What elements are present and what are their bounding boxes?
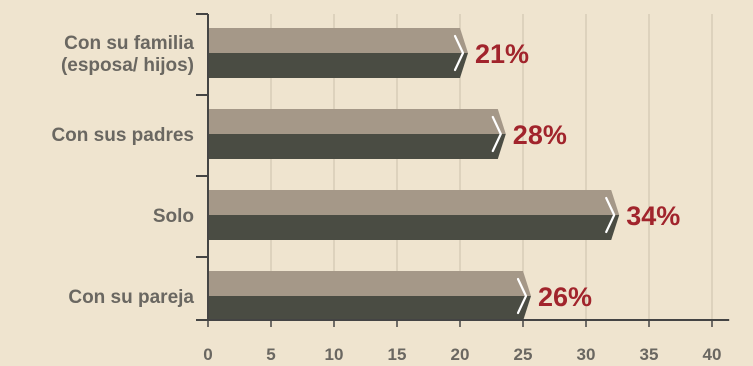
x-tick-label-15: 15	[388, 345, 407, 364]
bar-bottom-1	[208, 134, 506, 159]
x-tick-label-0: 0	[203, 345, 212, 364]
bar-bottom-2	[208, 215, 620, 240]
bar-bottom-0	[208, 53, 468, 78]
value-label-1: 28%	[513, 120, 567, 150]
x-tick-label-10: 10	[325, 345, 344, 364]
bar-chevron-0	[453, 34, 465, 72]
bar-chevron-2	[605, 196, 616, 234]
x-tick-label-5: 5	[266, 345, 275, 364]
category-label-2-0: Solo	[153, 206, 194, 227]
value-label-0: 21%	[475, 39, 529, 69]
x-tick-label-25: 25	[514, 345, 533, 364]
bar-bottom-3	[208, 296, 531, 321]
x-tick-label-20: 20	[451, 345, 470, 364]
bar-chevron-1	[491, 115, 502, 153]
category-label-0-1: (esposa/ hijos)	[61, 55, 194, 76]
x-tick-label-35: 35	[640, 345, 659, 364]
value-label-2: 34%	[626, 201, 680, 231]
bar-chevron-3	[516, 277, 528, 315]
category-label-0-0: Con su familia	[64, 33, 194, 54]
category-label-1-0: Con sus padres	[51, 125, 194, 146]
bar-top-0	[208, 28, 468, 53]
category-label-3-0: Con su pareja	[68, 287, 194, 308]
bar-top-1	[208, 109, 506, 134]
x-tick-label-40: 40	[703, 345, 722, 364]
value-label-3: 26%	[538, 282, 592, 312]
x-tick-label-30: 30	[577, 345, 596, 364]
bar-top-2	[208, 190, 620, 215]
bar-top-3	[208, 271, 531, 296]
